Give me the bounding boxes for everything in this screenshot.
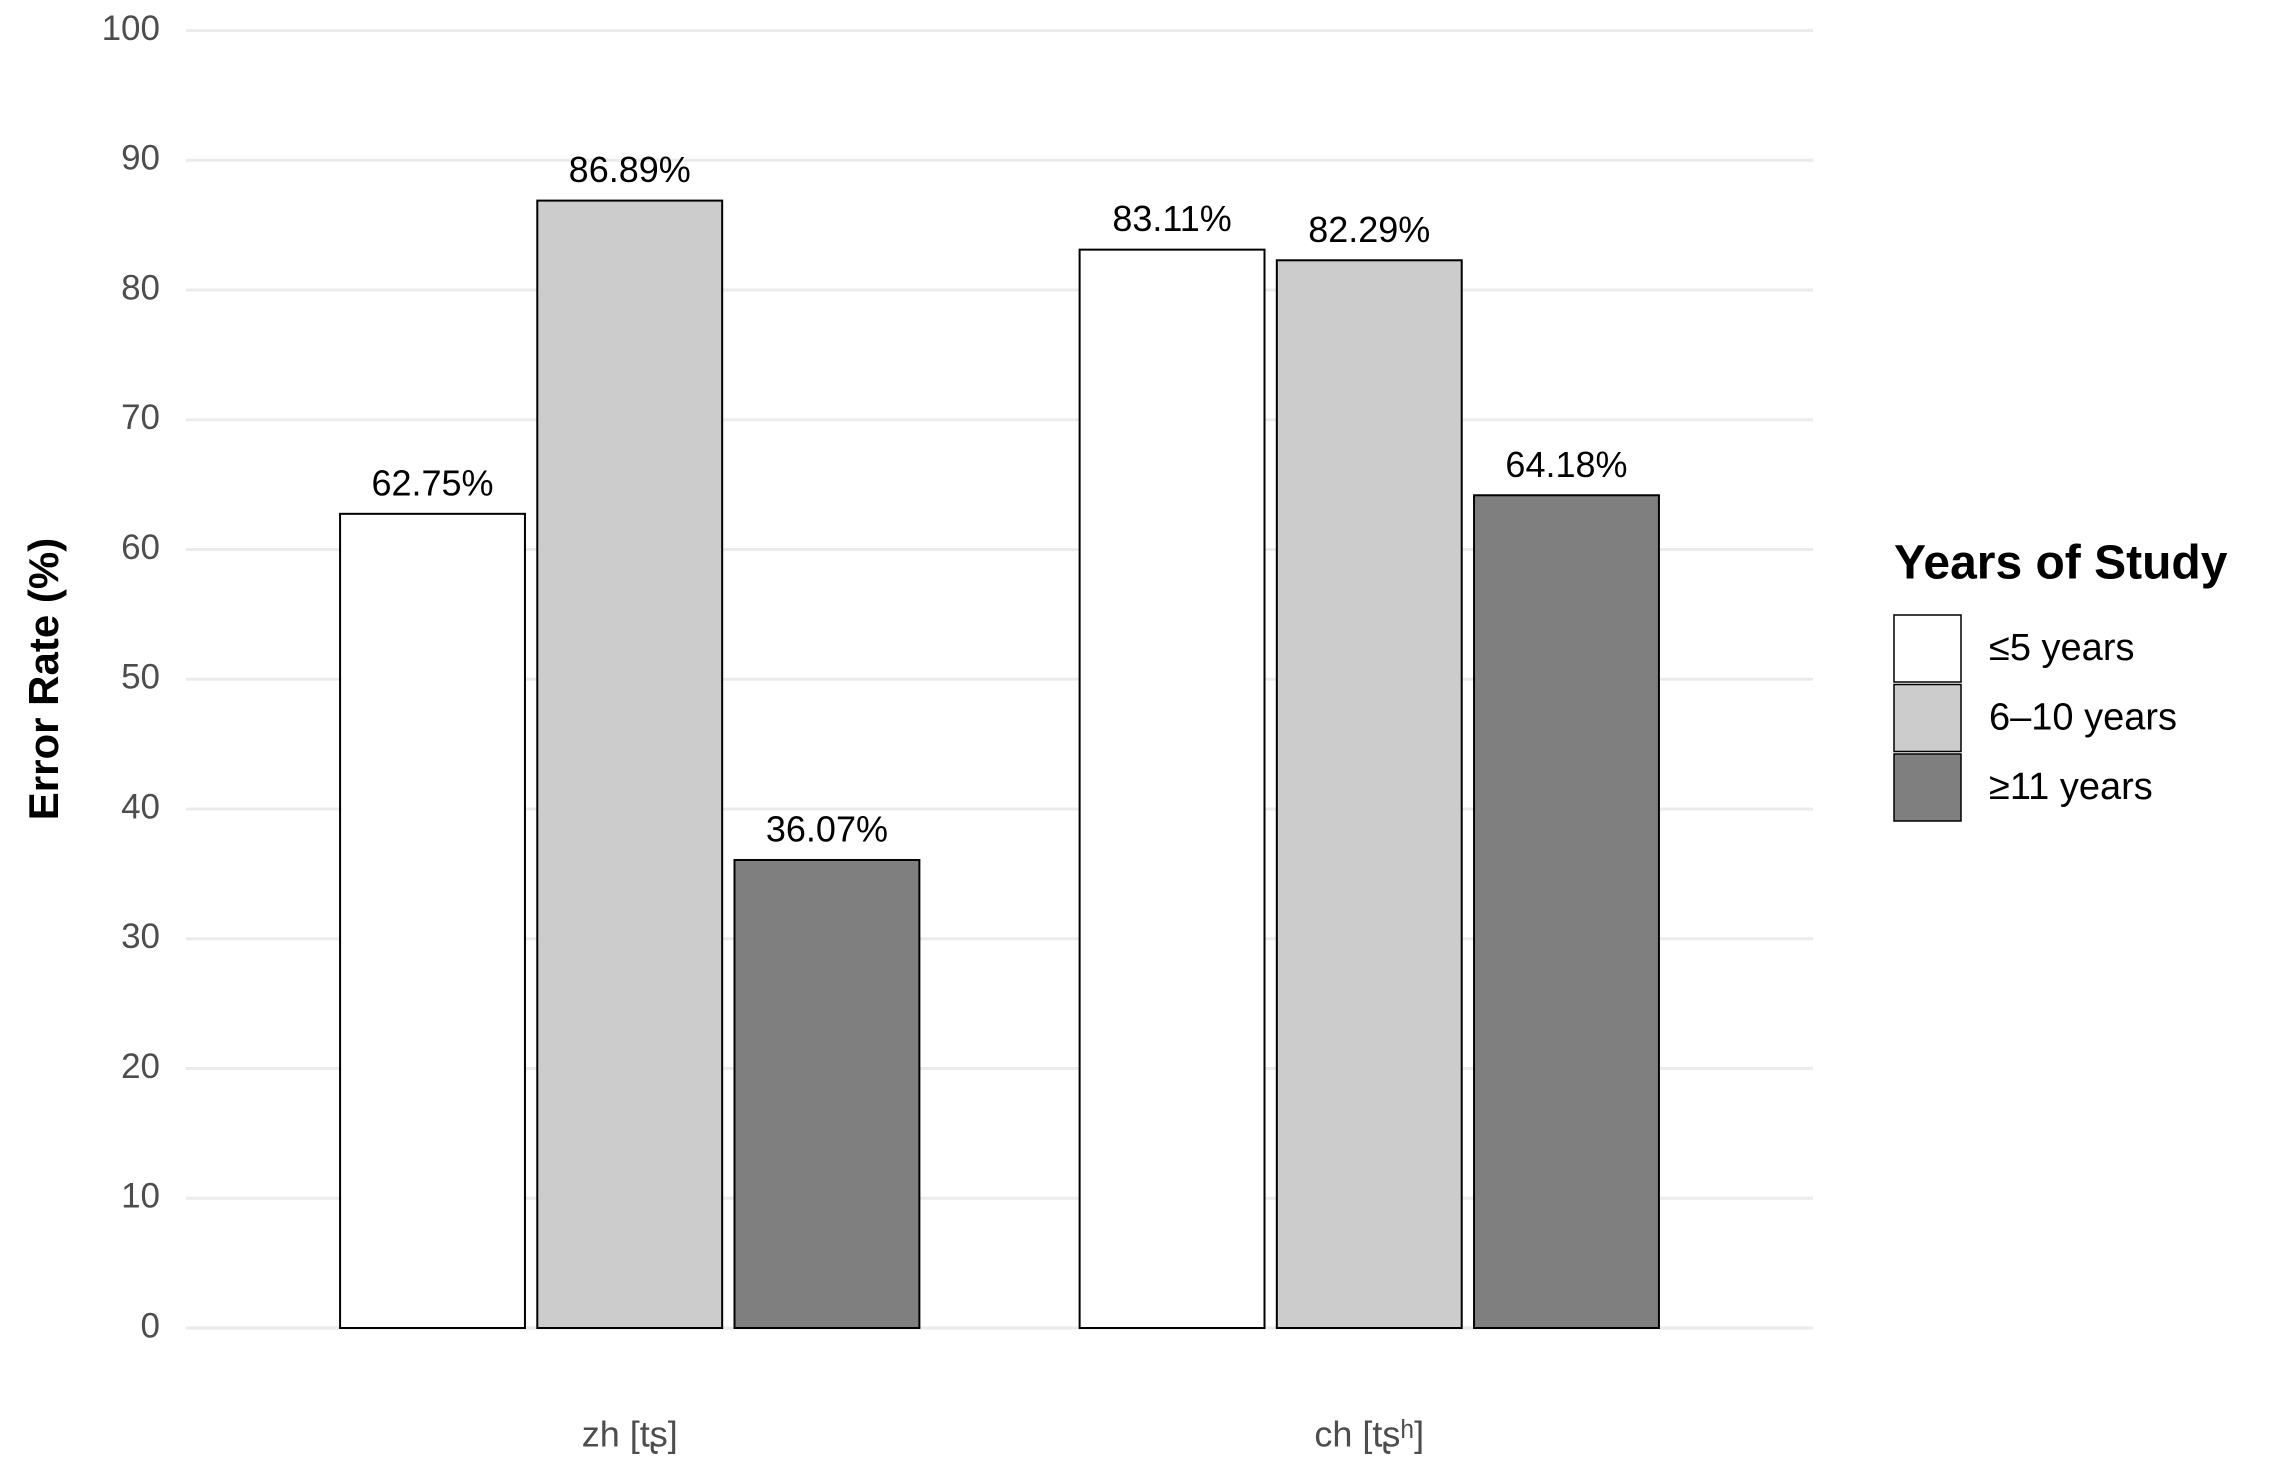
y-tick-label: 30 xyxy=(121,917,160,956)
legend-key xyxy=(1893,614,1962,683)
y-axis-title: Error Rate (%) xyxy=(20,538,67,820)
legend-title: Years of Study xyxy=(1894,537,2228,590)
value-label: 62.75% xyxy=(371,462,493,503)
y-tick-label: 40 xyxy=(121,787,160,826)
bar xyxy=(1078,248,1266,1330)
y-tick-label: 0 xyxy=(141,1306,160,1345)
value-label: 82.29% xyxy=(1308,209,1430,250)
x-tick-label: ch [tʂʰ] xyxy=(1314,1414,1424,1455)
legend-key xyxy=(1893,683,1962,753)
bar xyxy=(339,512,526,1329)
bar xyxy=(1473,494,1660,1329)
value-label: 83.11% xyxy=(1112,198,1231,239)
bar xyxy=(733,858,921,1329)
legend-label: ≥11 years xyxy=(1989,766,2153,808)
legend-key xyxy=(1893,753,1962,822)
y-tick-label: 10 xyxy=(121,1177,160,1216)
bar xyxy=(536,199,724,1329)
value-label: 64.18% xyxy=(1505,444,1627,485)
y-tick-label: 50 xyxy=(121,658,160,697)
y-tick-label: 20 xyxy=(121,1047,160,1086)
x-tick-label: zh [tʂ] xyxy=(582,1414,678,1455)
y-tick-label: 80 xyxy=(121,268,160,307)
legend-label: ≤5 years xyxy=(1989,627,2134,669)
value-label: 36.07% xyxy=(766,809,888,850)
legend-label: 6–10 years xyxy=(1989,697,2177,739)
y-tick-label: 90 xyxy=(121,139,160,178)
y-tick-label: 60 xyxy=(121,528,160,567)
bar xyxy=(1275,259,1463,1330)
y-tick-label: 70 xyxy=(121,398,160,437)
value-label: 86.89% xyxy=(569,149,691,190)
y-tick-label: 100 xyxy=(102,9,160,48)
